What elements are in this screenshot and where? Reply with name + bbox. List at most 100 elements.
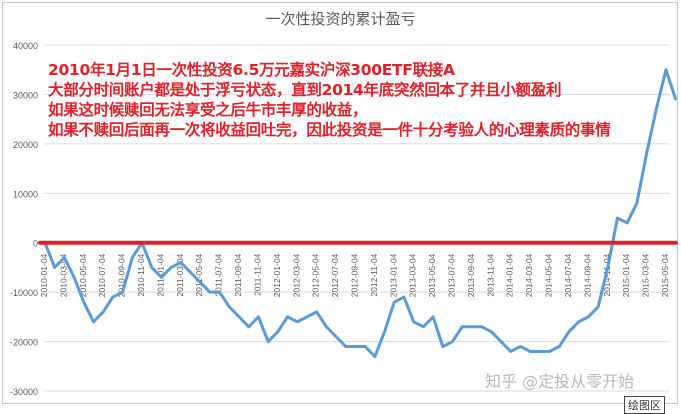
data-point bbox=[169, 266, 173, 269]
data-point bbox=[422, 325, 425, 328]
y-tick-label: 10000 bbox=[13, 189, 38, 199]
data-point bbox=[596, 305, 600, 309]
data-point bbox=[363, 345, 367, 348]
data-point bbox=[625, 221, 629, 225]
x-tick-label: 2011-09-04 bbox=[233, 253, 243, 296]
chart-title: 一次性投资的累计盈亏 bbox=[265, 10, 416, 28]
data-point bbox=[509, 350, 512, 353]
x-tick-label: 2012-03-04 bbox=[291, 253, 301, 297]
data-point bbox=[131, 256, 134, 259]
x-tick-label: 2010-11-04 bbox=[136, 253, 146, 296]
data-point bbox=[72, 276, 76, 279]
y-tick-label: -30000 bbox=[10, 387, 38, 397]
data-point bbox=[655, 108, 658, 111]
x-tick-label: 2013-11-04 bbox=[485, 253, 495, 296]
data-point bbox=[53, 266, 56, 269]
data-point bbox=[645, 152, 648, 155]
x-tick-label: 2012-11-04 bbox=[369, 253, 379, 296]
data-point bbox=[218, 290, 221, 294]
y-tick-label: -10000 bbox=[10, 288, 38, 298]
data-point bbox=[548, 350, 551, 353]
y-tick-label: 40000 bbox=[13, 41, 38, 51]
data-point bbox=[674, 98, 677, 101]
x-tick-label: 2015-01-04 bbox=[621, 253, 631, 297]
data-point bbox=[286, 315, 289, 319]
data-point bbox=[121, 290, 124, 294]
data-point bbox=[616, 216, 619, 220]
data-point bbox=[558, 345, 561, 348]
data-point bbox=[470, 325, 474, 328]
data-point bbox=[257, 315, 260, 319]
data-point bbox=[393, 300, 396, 304]
data-point bbox=[383, 330, 386, 333]
x-tick-label: 2011-05-04 bbox=[194, 253, 204, 296]
data-point bbox=[189, 271, 192, 274]
x-tick-label: 2015-05-04 bbox=[660, 253, 670, 297]
x-tick-label: 2011-03-04 bbox=[175, 253, 185, 296]
data-point bbox=[373, 355, 377, 358]
x-tick-label: 2013-03-04 bbox=[408, 253, 418, 297]
x-tick-label: 2013-09-04 bbox=[466, 253, 476, 297]
annotation-line-3: 如果这时候赎回无法享受之后牛市丰厚的收益， bbox=[48, 101, 368, 119]
data-point bbox=[111, 295, 115, 299]
x-tick-label: 2011-07-04 bbox=[214, 253, 224, 296]
x-tick-label: 2015-03-04 bbox=[641, 253, 651, 297]
data-point bbox=[92, 320, 95, 323]
annotation-line-4: 如果不赎回后面再一次将收益回吐完，因此投资是一件十分考验人的心理素质的事情 bbox=[48, 121, 611, 139]
data-point bbox=[334, 335, 338, 338]
y-tick-label: 30000 bbox=[13, 90, 38, 100]
data-point bbox=[325, 325, 328, 328]
x-tick-label: 2013-05-04 bbox=[427, 253, 437, 297]
x-tick-label: 2010-09-04 bbox=[117, 253, 127, 297]
data-point bbox=[451, 340, 454, 343]
data-point bbox=[199, 281, 202, 284]
data-point bbox=[228, 305, 231, 309]
x-tick-label: 2014-01-04 bbox=[505, 253, 515, 297]
data-point bbox=[412, 320, 415, 323]
data-point bbox=[461, 325, 464, 328]
data-point bbox=[606, 266, 609, 269]
data-point bbox=[490, 330, 493, 333]
annotation-line-2: 大部分时间账户都是处于浮亏状态，直到2014年底突然回本了并且小额盈利 bbox=[48, 81, 562, 99]
data-point bbox=[354, 345, 357, 348]
data-point bbox=[160, 276, 163, 279]
data-point bbox=[480, 325, 483, 328]
y-tick-label: 0 bbox=[33, 239, 38, 249]
data-point bbox=[431, 315, 435, 319]
data-point bbox=[266, 340, 270, 343]
data-point bbox=[63, 256, 66, 259]
x-tick-label: 2010-05-04 bbox=[78, 253, 88, 297]
data-point bbox=[150, 266, 153, 269]
x-tick-label: 2012-07-04 bbox=[330, 253, 340, 297]
data-point bbox=[664, 68, 668, 71]
data-point bbox=[635, 201, 639, 205]
data-point bbox=[402, 295, 406, 299]
data-point bbox=[247, 325, 250, 328]
data-point bbox=[567, 330, 571, 333]
data-point bbox=[305, 315, 309, 319]
chart-frame bbox=[2, 2, 678, 404]
x-tick-label: 2011-11-04 bbox=[252, 253, 262, 295]
data-point bbox=[276, 330, 280, 333]
x-tick-label: 2014-05-04 bbox=[544, 253, 554, 297]
x-tick-label: 2014-03-04 bbox=[524, 253, 534, 297]
data-point bbox=[82, 300, 85, 304]
x-tick-label: 2010-01-04 bbox=[39, 253, 49, 297]
y-tick-label: -20000 bbox=[10, 338, 38, 348]
x-tick-label: 2013-01-04 bbox=[388, 253, 398, 297]
data-point bbox=[441, 345, 444, 348]
series-line bbox=[43, 68, 678, 358]
annotation-line-1: 2010年1月1日一次性投资6.5万元嘉实沪深300ETF联接A bbox=[48, 61, 455, 79]
x-tick-label: 2014-07-04 bbox=[563, 253, 573, 297]
data-point bbox=[208, 290, 212, 294]
data-point bbox=[296, 320, 299, 323]
data-point bbox=[587, 315, 590, 319]
data-point bbox=[528, 350, 532, 353]
x-tick-label: 2013-07-04 bbox=[447, 253, 457, 297]
annotation-text: 2010年1月1日一次性投资6.5万元嘉实沪深300ETF联接A 大部分时间账户… bbox=[48, 60, 611, 140]
data-point bbox=[315, 310, 318, 314]
x-tick-label: 2010-03-04 bbox=[58, 253, 68, 297]
plot-area-tooltip: 绘图区 bbox=[624, 396, 665, 414]
x-tick-label: 2012-09-04 bbox=[350, 253, 360, 297]
